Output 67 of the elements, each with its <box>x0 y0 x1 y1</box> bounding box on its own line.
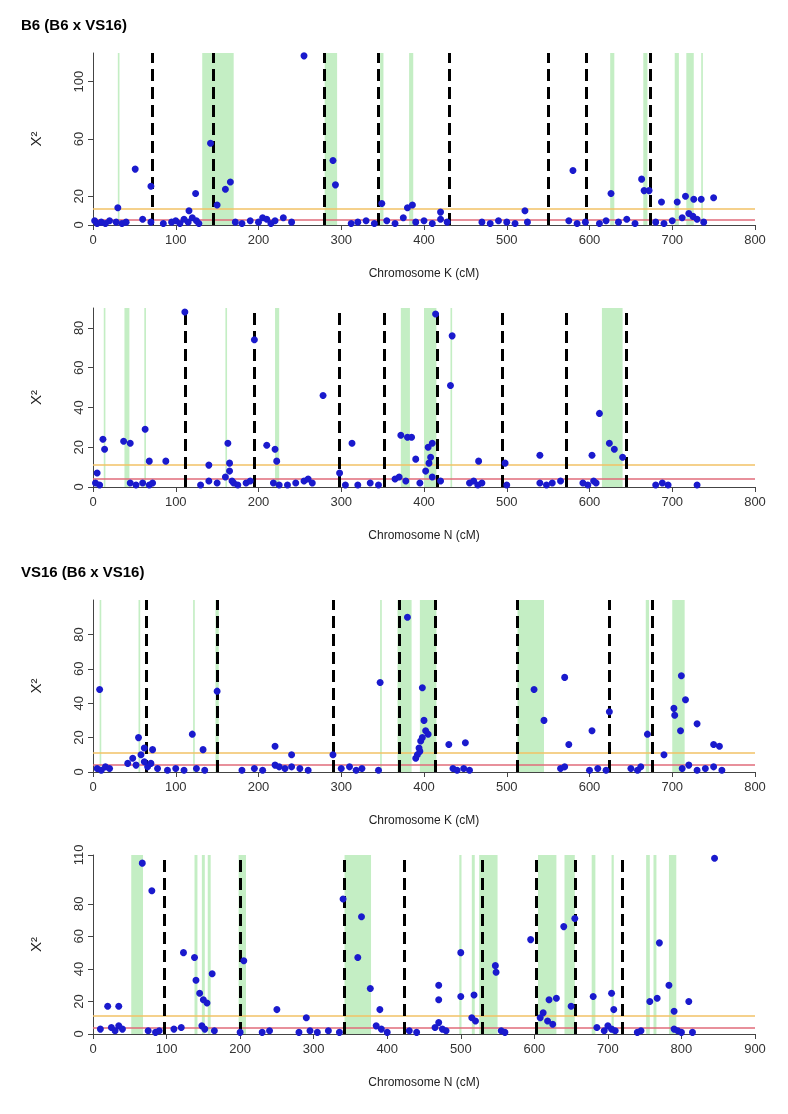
x-axis-title: Chromosome K (cM) <box>368 813 480 827</box>
x-tick-label: 400 <box>413 232 435 247</box>
x-tick-label: 700 <box>597 1041 619 1056</box>
y-tick-label: 60 <box>71 360 86 375</box>
x-tick-label: 600 <box>578 232 601 247</box>
x-tick-label: 300 <box>330 494 353 509</box>
x-tick-label: 800 <box>744 779 766 794</box>
x-tick-label: 800 <box>670 1041 693 1056</box>
x-tick-label: 900 <box>744 1041 766 1056</box>
x-tick-label: 600 <box>523 1041 546 1056</box>
x-tick-label: 400 <box>413 494 435 509</box>
x-tick-label: 700 <box>661 232 684 247</box>
y-axis-title: X² <box>27 131 44 147</box>
y-tick-label: 80 <box>71 320 86 336</box>
y-tick-label: 0 <box>71 483 86 491</box>
y-tick-label: 20 <box>71 189 86 204</box>
y-axis-title: X² <box>27 937 44 952</box>
y-tick-label: 20 <box>71 730 86 745</box>
x-tick-label: 0 <box>89 232 97 247</box>
x-tick-label: 400 <box>376 1041 399 1056</box>
chart-title: VS16 (B6 x VS16) <box>21 563 145 580</box>
x-tick-label: 200 <box>247 494 270 509</box>
x-tick-label: 200 <box>247 779 270 794</box>
y-tick-label: 40 <box>71 695 86 711</box>
x-tick-label: 600 <box>578 779 601 794</box>
x-tick-label: 600 <box>578 494 601 509</box>
y-tick-label: 0 <box>71 1030 86 1038</box>
y-tick-label: 0 <box>71 768 86 776</box>
x-axis-title: Chromosome K (cM) <box>368 266 480 280</box>
x-tick-label: 0 <box>89 494 97 509</box>
x-tick-label: 700 <box>661 779 684 794</box>
y-tick-label: 0 <box>71 221 86 229</box>
x-tick-label: 500 <box>495 494 518 509</box>
x-axis-title: Chromosome N (cM) <box>368 528 480 542</box>
x-tick-label: 100 <box>164 232 187 247</box>
x-tick-label: 200 <box>247 232 270 247</box>
y-tick-label: 110 <box>71 844 86 866</box>
y-axis-title: X² <box>27 678 44 694</box>
y-tick-label: 80 <box>71 896 86 912</box>
x-tick-label: 100 <box>164 494 187 509</box>
x-tick-label: 500 <box>449 1041 472 1056</box>
x-tick-label: 400 <box>413 779 435 794</box>
y-tick-label: 20 <box>71 994 86 1009</box>
x-tick-label: 300 <box>330 232 353 247</box>
x-tick-label: 500 <box>495 232 518 247</box>
x-tick-label: 300 <box>330 779 353 794</box>
x-tick-label: 100 <box>155 1041 178 1056</box>
y-tick-label: 40 <box>71 961 86 977</box>
x-tick-label: 0 <box>89 779 97 794</box>
y-axis-title: X² <box>27 390 44 405</box>
x-tick-label: 800 <box>744 232 766 247</box>
y-tick-label: 20 <box>71 439 86 455</box>
x-tick-label: 300 <box>302 1041 325 1056</box>
y-tick-label: 40 <box>71 400 86 415</box>
x-tick-label: 700 <box>661 494 684 509</box>
y-tick-label: 80 <box>71 627 86 642</box>
x-tick-label: 0 <box>89 1041 97 1056</box>
y-tick-label: 60 <box>71 661 86 677</box>
x-tick-label: 500 <box>495 779 518 794</box>
y-tick-label: 100 <box>71 70 86 93</box>
y-tick-label: 60 <box>71 929 86 944</box>
x-tick-label: 100 <box>164 779 187 794</box>
y-tick-label: 60 <box>71 131 86 147</box>
x-tick-label: 200 <box>229 1041 251 1056</box>
x-tick-label: 800 <box>744 494 766 509</box>
x-axis-title: Chromosome N (cM) <box>368 1075 480 1089</box>
chart-title: B6 (B6 x VS16) <box>21 16 127 33</box>
